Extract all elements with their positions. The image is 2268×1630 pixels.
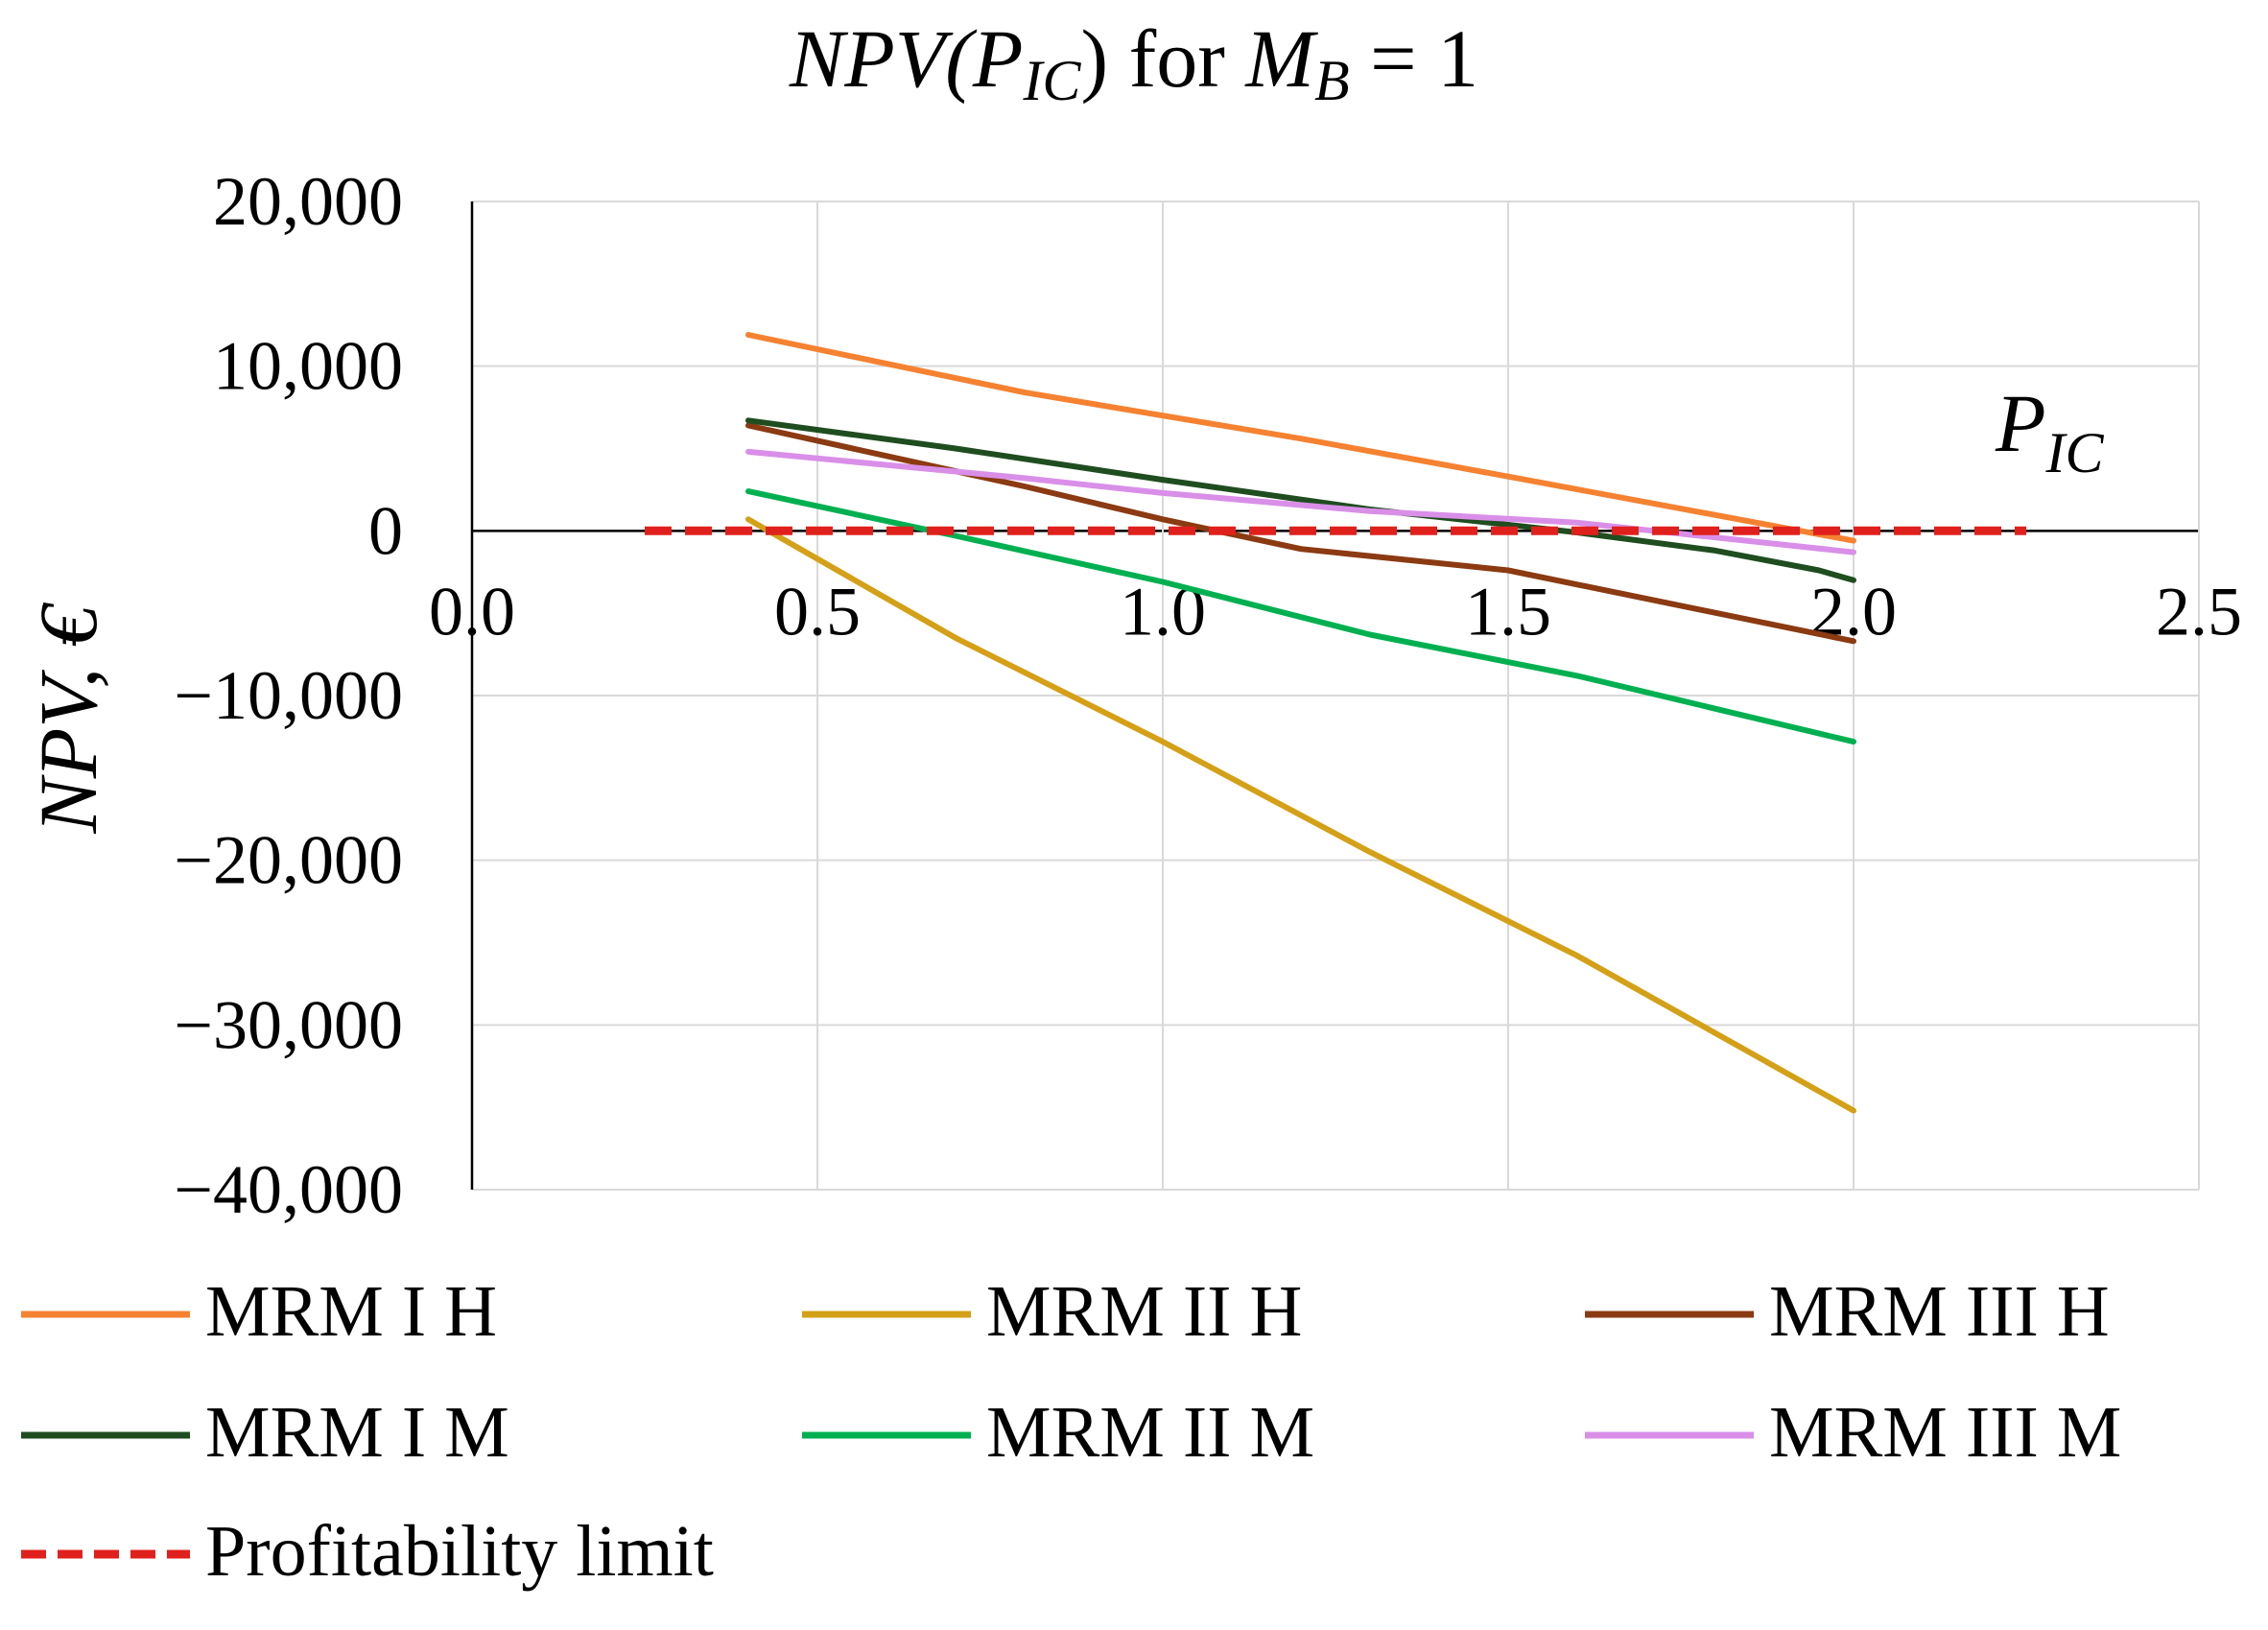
series-lines (645, 332, 2026, 1114)
legend-item: Profitability limit (21, 1511, 714, 1592)
series-line-mrm-ii-h (745, 516, 1856, 1114)
chart-title-main-close: ) (1080, 12, 1108, 105)
legend-item: MRM I H (21, 1271, 497, 1352)
chart-title-for: for (1108, 12, 1245, 105)
legend-label: MRM I M (205, 1392, 509, 1473)
series-line-mrm-ii-m (745, 488, 1856, 745)
chart-title-mb-sub: B (1314, 49, 1350, 112)
legend-item: MRM II H (802, 1271, 1302, 1352)
chart-title-main-sub: IC (1022, 49, 1081, 112)
legend-label: MRM I H (205, 1271, 497, 1352)
legend-label: MRM II H (986, 1271, 1302, 1352)
legend-item: MRM III H (1585, 1271, 2110, 1352)
series-line-mrm-i-h (745, 332, 1856, 544)
legend-label: Profitability limit (205, 1511, 714, 1592)
legend-item: MRM I M (21, 1392, 509, 1473)
x-tick-label: 1.5 (1465, 573, 1551, 650)
y-tick-label: −20,000 (174, 822, 403, 899)
chart-title-main: NPV(P (789, 12, 1024, 105)
y-axis-label: NPV, € (22, 602, 114, 834)
x-tick-label: 0.0 (429, 573, 515, 650)
x-tick-label: 1.0 (1120, 573, 1206, 650)
y-tick-label: −40,000 (174, 1151, 403, 1228)
tick-labels: 20,000 10,000 0 −10,000 −20,000 −30,000 −40,00… (174, 163, 2242, 1228)
legend-label: MRM II M (986, 1392, 1314, 1473)
y-tick-label: 0 (368, 492, 403, 569)
legend: MRM I H MRM II H MRM III H MRM I M MRM II M M… (21, 1271, 2121, 1592)
chart-title-mb: M (1243, 12, 1318, 105)
legend-item: MRM II M (802, 1392, 1314, 1473)
y-tick-label: −10,000 (174, 657, 403, 734)
chart-title: NPV(PIC) for MB = 1 (789, 12, 1478, 112)
x-axis-label: PIC (1995, 377, 2105, 484)
y-tick-label: 20,000 (213, 163, 403, 240)
series-line-mrm-i-m (745, 417, 1856, 583)
y-tick-label: 10,000 (213, 328, 403, 405)
legend-label: MRM III M (1769, 1392, 2121, 1473)
x-axis-label-main: P (1995, 377, 2046, 469)
y-tick-label: −30,000 (174, 986, 403, 1063)
legend-label: MRM III H (1769, 1271, 2110, 1352)
x-tick-label: 2.5 (2156, 573, 2242, 650)
chart-title-equals: = 1 (1350, 12, 1479, 105)
legend-item: MRM III M (1585, 1392, 2121, 1473)
plot-grid (470, 201, 2200, 1191)
x-axis-label-sub: IC (2045, 421, 2105, 484)
x-tick-label: 0.5 (774, 573, 861, 650)
